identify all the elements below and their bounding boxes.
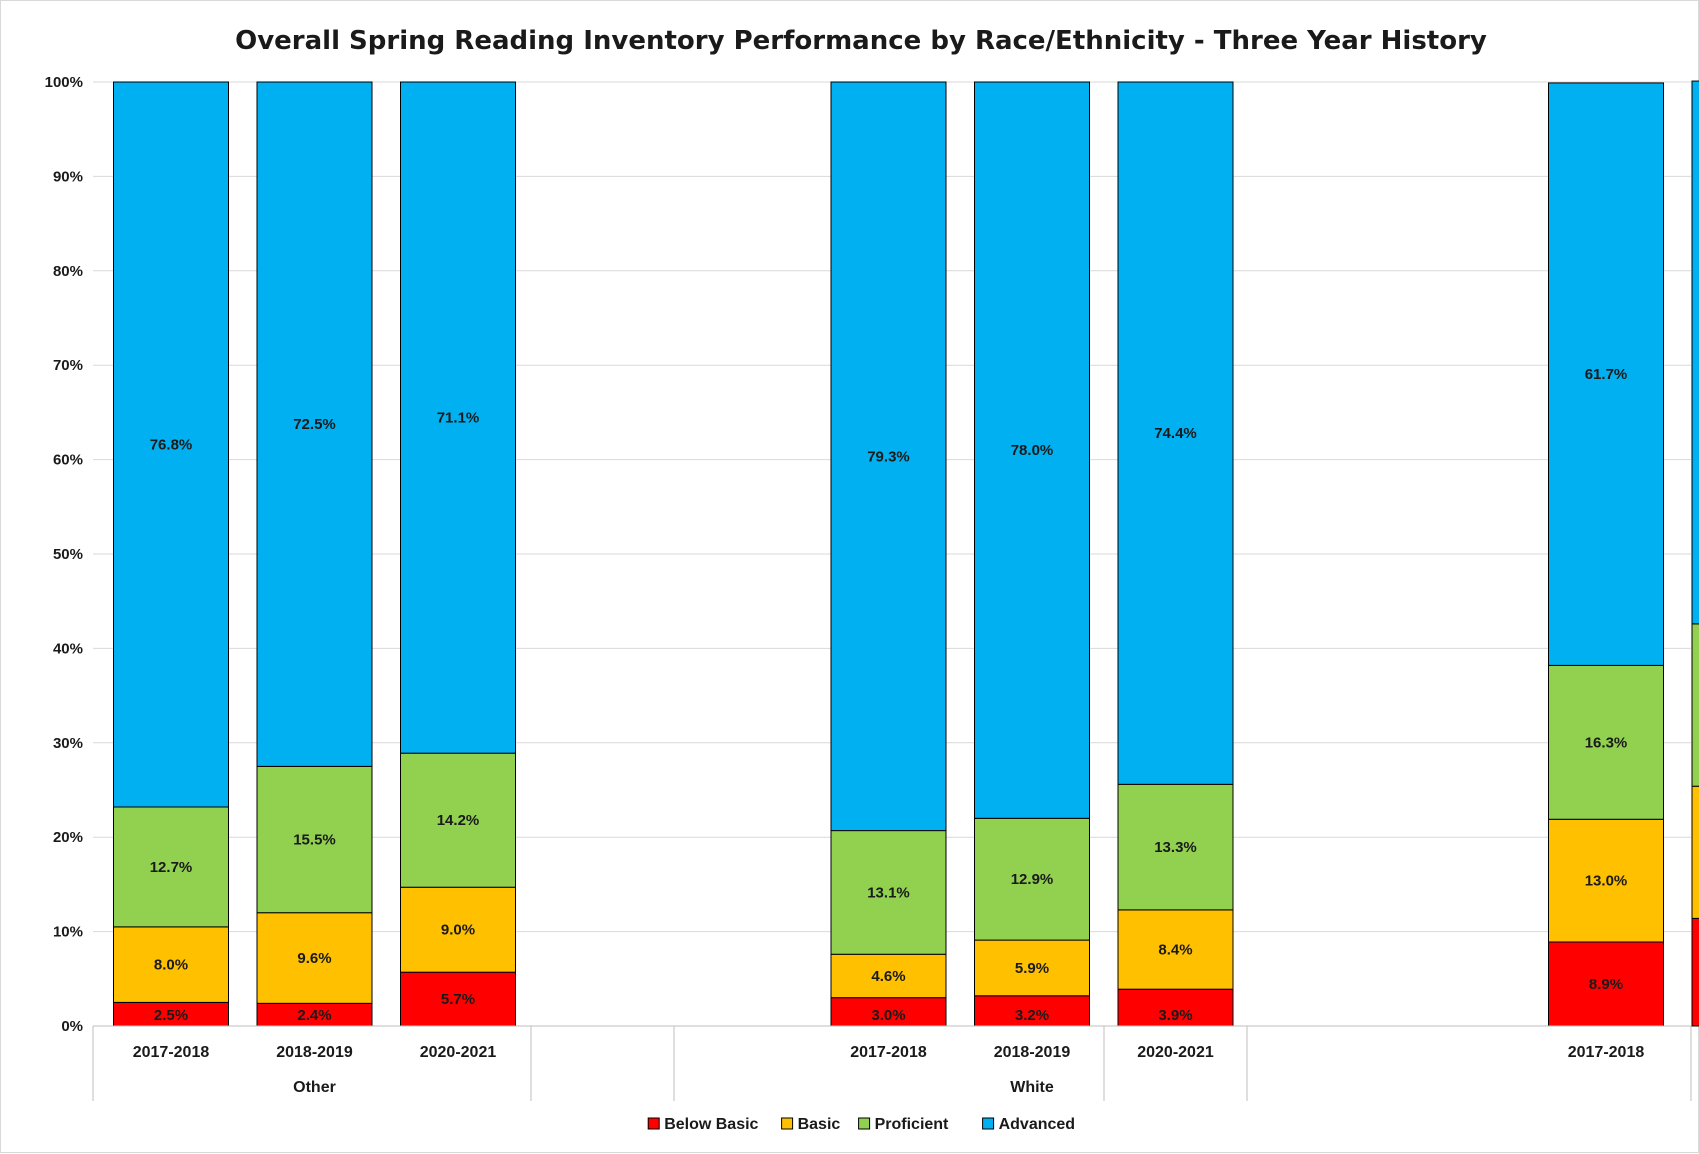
data-label: 15.5% [293, 832, 336, 849]
legend-swatch-basic [782, 1118, 793, 1129]
data-label: 74.4% [1154, 425, 1197, 442]
legend-swatch-advanced [983, 1118, 994, 1129]
data-label: 2.5% [154, 1007, 188, 1024]
y-axis-ticks: 0% 10% 20% 30% 40% 50% 60% 70% 80% 90% 100% [45, 74, 83, 1035]
data-label: 8.4% [1158, 942, 1192, 959]
y-tick-label: 40% [53, 640, 83, 657]
y-tick-label: 90% [53, 168, 83, 185]
data-label: 72.5% [293, 416, 336, 433]
data-label: 9.6% [297, 950, 331, 967]
legend-label: Below Basic [664, 1116, 758, 1133]
y-tick-label: 30% [53, 735, 83, 752]
data-label: 13.3% [1154, 839, 1197, 856]
data-label: 5.7% [441, 991, 475, 1008]
x-category-label: 2017-2018 [850, 1044, 927, 1061]
data-label: 14.2% [437, 812, 480, 829]
chart-title: Overall Spring Reading Inventory Perform… [235, 26, 1487, 56]
data-label: 79.3% [867, 448, 910, 465]
y-tick-label: 60% [53, 452, 83, 469]
data-label: 3.2% [1015, 1007, 1049, 1024]
x-axis: 2017-2018 2018-2019 2020-2021 2017-2018 2018… [93, 1026, 1699, 1101]
y-tick-label: 70% [53, 357, 83, 374]
y-tick-label: 100% [45, 74, 83, 91]
data-label: 76.8% [150, 436, 193, 453]
y-tick-label: 50% [53, 546, 83, 563]
y-tick-label: 10% [53, 924, 83, 941]
y-tick-label: 80% [53, 263, 83, 280]
data-label: 13.1% [867, 884, 910, 901]
x-category-label: 2018-2019 [276, 1044, 353, 1061]
x-category-label: 2018-2019 [994, 1044, 1071, 1061]
legend-label: Proficient [875, 1116, 949, 1133]
data-label: 2.4% [297, 1007, 331, 1024]
legend-swatch-proficient [859, 1118, 870, 1129]
data-label: 13.0% [1585, 873, 1628, 890]
data-label: 12.7% [150, 859, 193, 876]
legend-label: Advanced [999, 1116, 1075, 1133]
data-label: 61.7% [1585, 366, 1628, 383]
bar-6-8-total-2018-2019-basic [1692, 786, 1699, 918]
legend-label: Basic [798, 1116, 841, 1133]
y-tick-label: 0% [61, 1018, 83, 1035]
data-label: 5.9% [1015, 960, 1049, 977]
x-group-label: White [1010, 1079, 1054, 1096]
x-category-label: 2020-2021 [1137, 1044, 1214, 1061]
legend: Below Basic Basic Proficient Advanced [648, 1116, 1075, 1133]
data-label: 12.9% [1011, 871, 1054, 888]
x-group-label: Other [293, 1079, 336, 1096]
data-label: 71.1% [437, 410, 480, 427]
bar-6-8-total-2018-2019-advanced [1692, 81, 1699, 624]
x-category-label: 2017-2018 [1568, 1044, 1645, 1061]
bar-6-8-total-2018-2019-proficient [1692, 624, 1699, 786]
data-label: 8.9% [1589, 976, 1623, 993]
x-category-label: 2020-2021 [420, 1044, 497, 1061]
y-tick-label: 20% [53, 829, 83, 846]
data-label: 3.0% [871, 1007, 905, 1024]
legend-swatch-below-basic [648, 1118, 659, 1129]
data-label: 78.0% [1011, 442, 1054, 459]
data-label: 3.9% [1158, 1007, 1192, 1024]
data-label: 8.0% [154, 957, 188, 974]
data-label: 9.0% [441, 922, 475, 939]
data-label: 16.3% [1585, 734, 1628, 751]
x-category-label: 2017-2018 [133, 1044, 210, 1061]
bar-6-8-total-2018-2019-below-basic [1692, 918, 1699, 1026]
data-label: 4.6% [871, 968, 905, 985]
